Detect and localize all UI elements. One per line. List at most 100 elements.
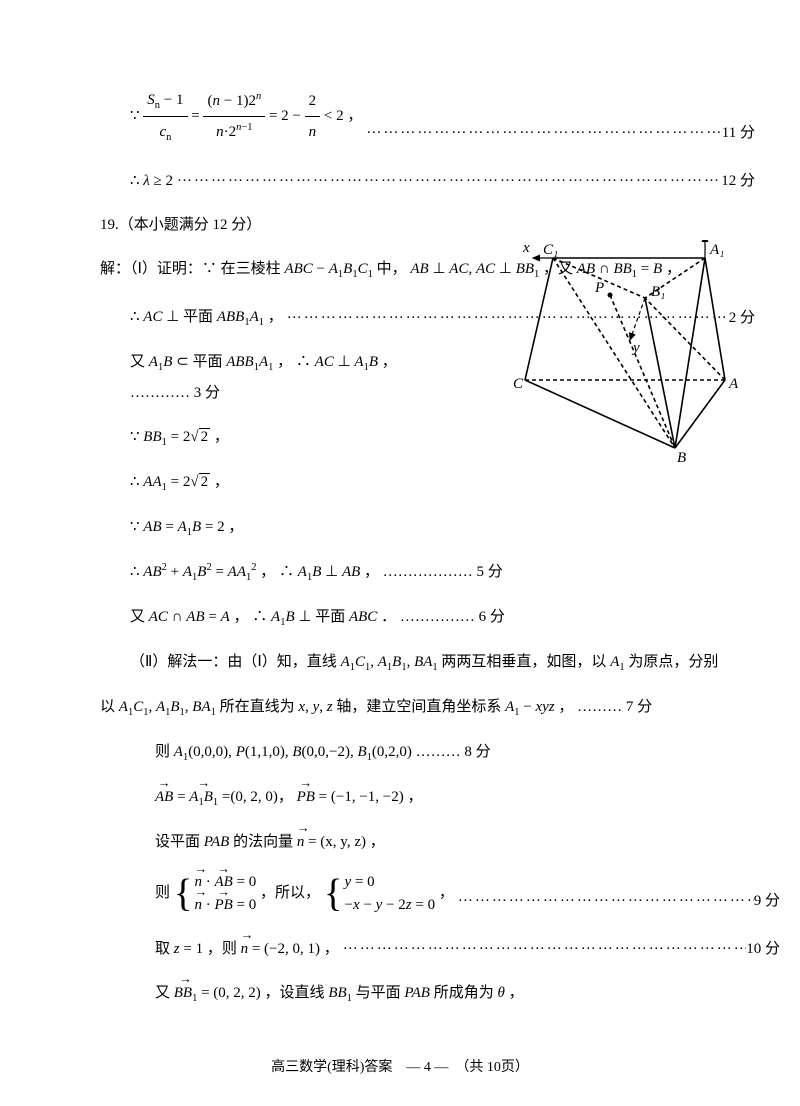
text: 又	[130, 609, 149, 625]
text: 所在直线为	[220, 699, 299, 715]
page-footer: 高三数学(理科)答案 — 4 — （共 10页）	[0, 1056, 800, 1076]
text: 与平面	[356, 985, 405, 1001]
text: 取	[155, 941, 174, 957]
text: 则	[155, 885, 174, 901]
text: ，	[214, 474, 229, 490]
step-line: ∴ AA1 = 22 ，	[100, 467, 725, 498]
text: 则	[155, 744, 174, 760]
text: 两两互相垂直，如图，以	[441, 654, 610, 670]
step-line: 则 { n · AB = 0 n · PB = 0 ，所以， { y = 0 −…	[100, 871, 780, 916]
math-text: = 2 −	[269, 108, 305, 124]
math-text: = (−2, 0, 1)	[252, 941, 320, 957]
text: ，则	[207, 941, 241, 957]
fig-label-c: C	[513, 376, 524, 392]
equation-system: { n · AB = 0 n · PB = 0	[174, 871, 257, 916]
vector: AB	[155, 782, 173, 812]
text: ，设直线	[265, 985, 329, 1001]
score: 9 分	[754, 886, 780, 916]
text: ，	[370, 834, 385, 850]
text: 19.（本小题满分 12 分）	[100, 217, 261, 233]
text: ，	[277, 354, 292, 370]
vector: n	[241, 934, 249, 964]
step-line: ∵ Sn − 1 cn = (n − 1)2n n·2n−1 = 2 − 2 n…	[100, 85, 755, 148]
text: ∵	[130, 429, 143, 445]
vector: A1B1	[189, 782, 218, 813]
text: 平面	[183, 309, 217, 325]
step-line: 又 AC ∩ AB = A ， ∴ A1B ⊥ 平面 ABC ． …………… 6…	[100, 602, 725, 633]
text: ∴	[130, 564, 143, 580]
text: ．	[381, 609, 396, 625]
fig-label-y: y	[631, 340, 640, 356]
text: ，	[364, 564, 379, 580]
geometry-figure: C₁ A₁ P B₁ C A B x y z	[505, 240, 740, 465]
fraction: (n − 1)2n n·2n−1	[203, 86, 265, 147]
score: 6 分	[479, 609, 505, 625]
text: ∴	[252, 609, 271, 625]
fig-label-x: x	[522, 240, 530, 256]
leader-dots: …………………………………………………………………………………………………………	[173, 162, 721, 196]
leader-dots: ………	[577, 699, 626, 715]
text: ∴	[130, 309, 143, 325]
fig-label-a: A	[728, 376, 739, 392]
text: 轴，建立空间直角坐标系	[336, 699, 505, 715]
vector: n	[297, 827, 305, 857]
equation-system: { y = 0 −x − y − 2z = 0	[324, 871, 435, 916]
text: ，	[260, 564, 275, 580]
score: 5 分	[477, 564, 503, 580]
fig-label-p: P	[594, 280, 604, 296]
step-line: AB = A1B1 =(0, 2, 0)， PB = (−1, −1, −2) …	[100, 782, 725, 813]
text: 以	[100, 699, 119, 715]
text: 设平面	[155, 834, 204, 850]
fig-label-a1: A₁	[709, 242, 724, 258]
text: （Ⅱ）解法一：由（Ⅰ）知，直线	[130, 654, 341, 670]
score: 8 分	[464, 744, 490, 760]
text: 平面	[315, 609, 349, 625]
leader-dots: ………………	[383, 564, 477, 580]
text: ，	[268, 309, 283, 325]
math-text: = (x, y, z)	[308, 834, 366, 850]
text: 所成角为	[434, 985, 498, 1001]
fig-label-b: B	[677, 450, 686, 465]
text: ，	[228, 519, 243, 535]
text: ∴	[279, 564, 298, 580]
fig-label-z: z	[712, 240, 719, 244]
fraction: 2 n	[305, 86, 321, 147]
text: ，	[382, 354, 397, 370]
text: ，	[439, 885, 454, 901]
score: 10 分	[746, 934, 780, 964]
step-line: 设平面 PAB 的法向量 n = (x, y, z) ，	[100, 827, 725, 857]
score: 11 分	[722, 118, 755, 148]
math-text: = (−1, −1, −2)	[319, 789, 404, 805]
math-text: < 2	[324, 108, 344, 124]
page: ∵ Sn − 1 cn = (n − 1)2n n·2n−1 = 2 − 2 n…	[0, 0, 800, 1106]
step-line: 取 z = 1 ，则 n = (−2, 0, 1) ， …………………………………	[100, 930, 780, 964]
score: 7 分	[626, 699, 652, 715]
step-line: 以 A1C1, A1B1, BA1 所在直线为 x, y, z 轴，建立空间直角…	[100, 692, 725, 723]
text: 中，	[377, 261, 407, 277]
text: ，	[408, 789, 423, 805]
text: ，	[234, 609, 249, 625]
step-line: ∴ λ ≥ 2 ………………………………………………………………………………………	[100, 162, 755, 196]
vector: BB1	[174, 978, 198, 1009]
step-line: （Ⅱ）解法一：由（Ⅰ）知，直线 A1C1, A1B1, BA1 两两互相垂直，如…	[100, 647, 725, 678]
math-text: = (0, 2, 2)	[201, 985, 261, 1001]
text: ，	[509, 985, 524, 1001]
text: ，	[558, 699, 573, 715]
score: 12 分	[721, 166, 755, 196]
vector: PB	[297, 782, 315, 812]
leader-dots: ………	[416, 744, 465, 760]
text: =(0, 2, 0)，	[222, 789, 293, 805]
text: ∵	[130, 108, 140, 124]
step-line: ∵ AB = A1B = 2 ，	[100, 512, 725, 543]
fraction: Sn − 1 cn	[143, 85, 187, 148]
leader-dots: …………	[130, 385, 194, 401]
text: ∵	[130, 519, 143, 535]
step-line: 又 A1B ⊂ 平面 ABB1A1 ， ∴ AC ⊥ A1B ， ………… 3 …	[100, 347, 410, 408]
text: ，	[324, 941, 339, 957]
problem-header: 19.（本小题满分 12 分）	[100, 210, 725, 240]
leader-dots: ……………	[400, 609, 479, 625]
step-line: 又 BB1 = (0, 2, 2) ，设直线 BB1 与平面 PAB 所成角为 …	[100, 978, 725, 1009]
text: 解：（Ⅰ）证明：∵ 在三棱柱	[100, 261, 284, 277]
leader-dots: ………………………………………………………………	[362, 114, 721, 148]
text: 为原点，分别	[628, 654, 718, 670]
